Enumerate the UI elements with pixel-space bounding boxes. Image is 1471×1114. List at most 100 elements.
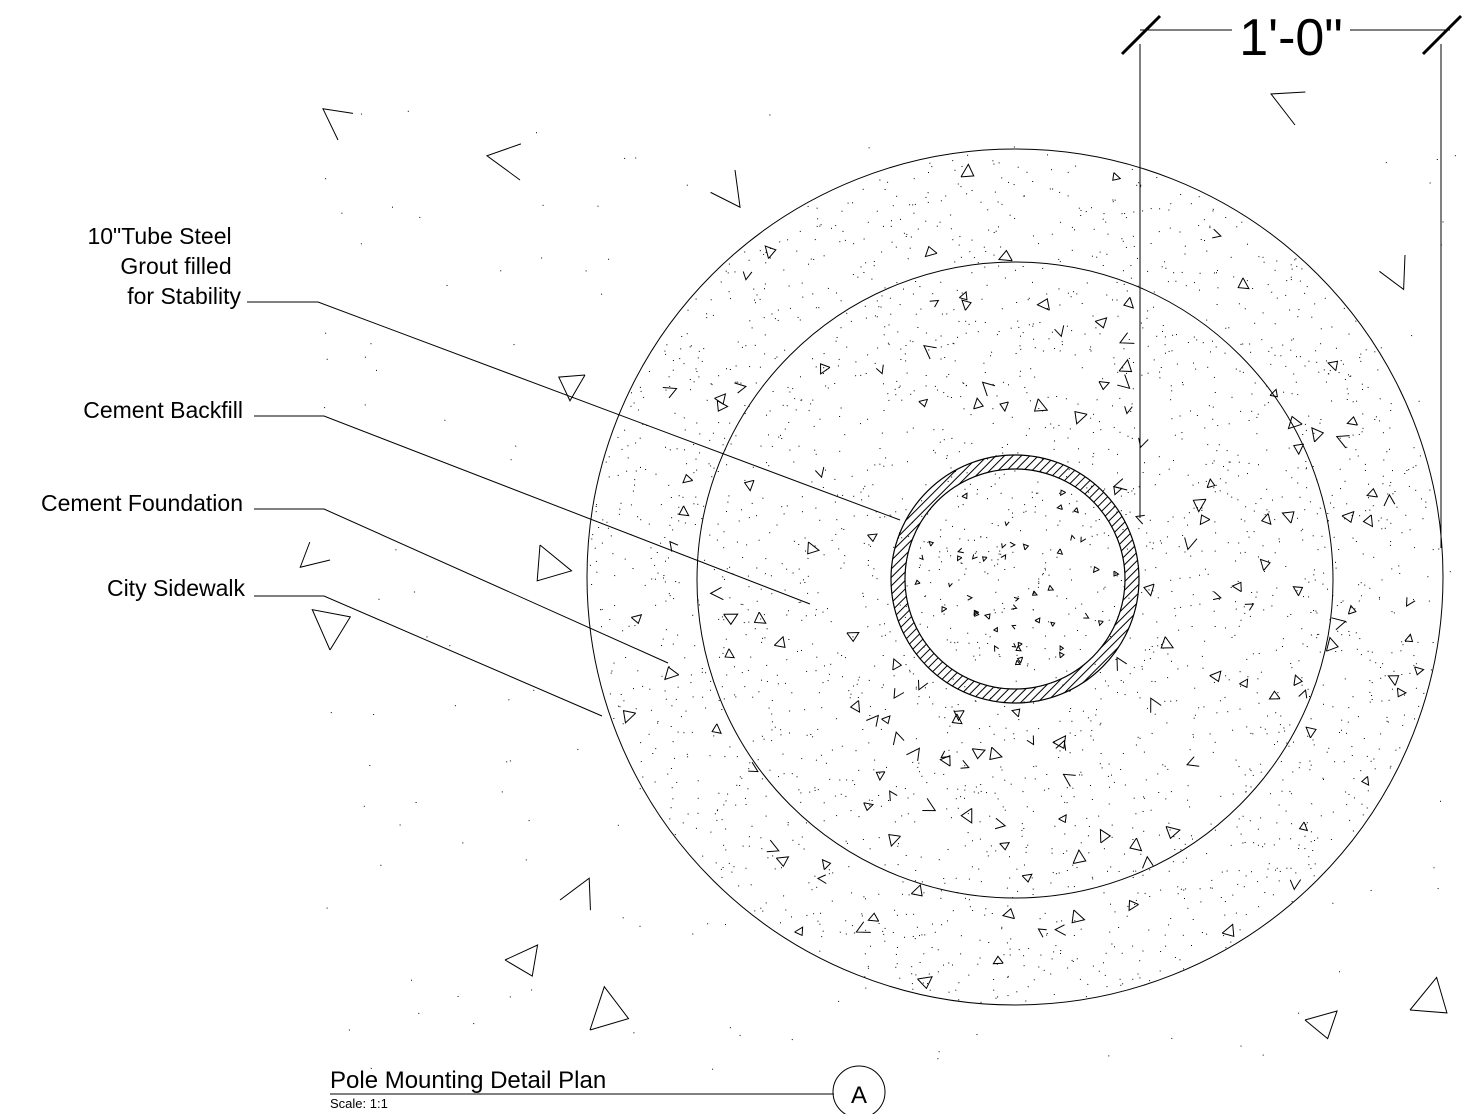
stipple-dot	[1223, 466, 1224, 467]
stipple-dot	[1004, 779, 1006, 781]
stipple-dot	[657, 721, 659, 722]
stipple-dot	[1139, 977, 1141, 979]
stipple-dot	[874, 464, 876, 466]
stipple-dot	[1427, 576, 1429, 578]
stipple-dot	[1224, 352, 1226, 354]
stipple-dot	[915, 870, 917, 871]
stipple-dot	[1374, 419, 1376, 420]
stipple-dot	[1325, 381, 1327, 383]
stipple-dot	[1127, 492, 1129, 493]
stipple-dot	[1094, 620, 1096, 622]
stipple-dot	[665, 389, 667, 391]
stipple-dot	[921, 612, 923, 613]
stipple-dot	[697, 797, 699, 799]
stipple-dot	[788, 639, 790, 640]
stipple-dot	[1306, 487, 1308, 489]
stipple-dot	[980, 881, 982, 883]
stipple-dot	[935, 339, 937, 341]
stipple-dot	[1298, 660, 1300, 662]
stipple-dot	[907, 797, 909, 799]
aggregate-mark	[1135, 514, 1145, 525]
aggregate-mark	[1184, 537, 1198, 551]
stipple-dot	[1142, 327, 1144, 329]
stipple-dot	[1113, 357, 1115, 359]
stipple-dot	[857, 679, 859, 681]
stipple-dot	[1042, 574, 1044, 576]
stipple-dot	[1080, 928, 1082, 930]
stipple-dot	[882, 930, 884, 932]
stipple-dot	[1103, 490, 1105, 492]
section-marker-circle	[832, 1065, 886, 1114]
stipple-dot	[903, 288, 904, 290]
aggregate-mark	[960, 759, 970, 769]
stipple-dot	[624, 157, 626, 159]
stipple-dot	[864, 953, 866, 955]
stipple-dot	[1007, 976, 1009, 978]
stipple-dot	[1074, 229, 1075, 231]
stipple-dot	[1298, 1012, 1300, 1014]
aggregate-mark	[1113, 570, 1120, 577]
stipple-dot	[1058, 288, 1060, 290]
stipple-dot	[909, 671, 911, 673]
stipple-dot	[1346, 732, 1347, 734]
stipple-dot	[1249, 820, 1251, 822]
stipple-dot	[1043, 789, 1045, 791]
stipple-dot	[1360, 360, 1362, 362]
stipple-dot	[1058, 424, 1060, 426]
stipple-dot	[1329, 619, 1331, 621]
stipple-dot	[1215, 346, 1217, 348]
stipple-dot	[1066, 598, 1068, 600]
section-marker-letter: A	[851, 1082, 867, 1109]
stipple-dot	[879, 448, 881, 449]
stipple-dot	[690, 682, 692, 684]
stipple-dot	[648, 733, 650, 735]
stipple-dot	[1111, 824, 1113, 826]
stipple-dot	[1013, 566, 1015, 568]
stipple-dot	[1440, 800, 1441, 802]
stipple-dot	[1148, 589, 1150, 591]
aggregate-mark	[1016, 656, 1024, 664]
stipple-dot	[823, 353, 825, 355]
aggregate-mark	[983, 613, 991, 620]
stipple-dot	[951, 706, 953, 708]
aggregate-mark	[1012, 604, 1018, 610]
stipple-dot	[608, 476, 610, 478]
stipple-dot	[1140, 322, 1142, 324]
stipple-dot	[912, 673, 914, 675]
stipple-dot	[1328, 520, 1329, 522]
stipple-dot	[1049, 188, 1051, 190]
stipple-dot	[894, 909, 896, 911]
stipple-dot	[1056, 556, 1058, 558]
stipple-dot	[1045, 635, 1046, 637]
stipple-dot	[1188, 512, 1190, 514]
stipple-dot	[769, 769, 771, 771]
stipple-dot	[1380, 733, 1382, 735]
stipple-dot	[1282, 646, 1283, 647]
stipple-dot	[670, 807, 672, 809]
stipple-dot	[937, 1058, 939, 1060]
stipple-dot	[850, 320, 852, 322]
stipple-dot	[1382, 483, 1384, 485]
stipple-dot	[1216, 272, 1217, 274]
stipple-dot	[973, 257, 975, 259]
aggregate-mark	[1360, 776, 1370, 786]
stipple-dot	[1296, 265, 1298, 267]
stipple-dot	[752, 466, 754, 468]
stipple-dot	[898, 843, 899, 845]
stipple-dot	[1293, 373, 1295, 375]
stipple-dot	[1103, 588, 1105, 590]
stipple-dot	[1141, 592, 1143, 594]
stipple-dot	[1091, 535, 1093, 537]
stipple-dot	[1370, 760, 1372, 762]
stipple-dot	[815, 759, 817, 761]
stipple-dot	[1253, 842, 1255, 844]
stipple-dot	[1033, 979, 1035, 981]
stipple-dot	[1119, 431, 1121, 433]
stipple-dot	[793, 540, 795, 542]
stipple-dot	[1244, 551, 1246, 553]
stipple-dot	[952, 964, 953, 966]
stipple-dot	[726, 674, 728, 676]
stipple-dot	[1198, 482, 1199, 484]
stipple-dot	[699, 433, 701, 435]
aggregate-mark	[917, 679, 929, 691]
